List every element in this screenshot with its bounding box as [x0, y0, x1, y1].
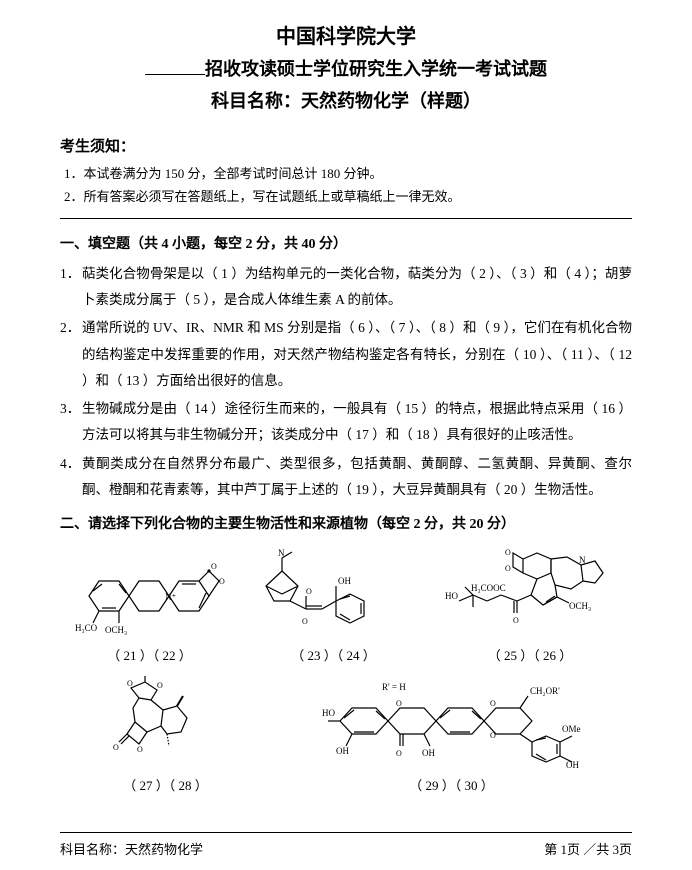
- svg-text:O: O: [302, 617, 308, 626]
- year-blank: [145, 74, 205, 75]
- svg-text:O: O: [490, 731, 496, 740]
- university-title: 中国科学院大学: [60, 20, 632, 49]
- page-footer: 科目名称：天然药物化学 第 1页 ／共 3页: [60, 832, 632, 858]
- doc-header: 中国科学院大学 招收攻读硕士学位研究生入学统一考试试题 科目名称：天然药物化学（…: [60, 20, 632, 113]
- figure-caption: （ 29 ）（ 30 ）: [322, 775, 582, 794]
- svg-text:CH₂OR': CH₂OR': [530, 686, 560, 696]
- figure-row-2: O O O O （ 27 ）（ 28 ） HO OH O: [60, 676, 632, 794]
- svg-text:O: O: [505, 548, 511, 557]
- svg-text:HO: HO: [322, 708, 335, 718]
- svg-text:O: O: [127, 679, 133, 688]
- figure-row-1: N⁺ O O H₃CO OCH₃ （ 21 ）（ 22 ） N O: [60, 541, 632, 664]
- question-body: 生物碱成分是由（ 14 ）途径衍生而来的，一般具有（ 15 ）的特点，根据此特点…: [82, 396, 632, 449]
- svg-text:O: O: [490, 699, 496, 708]
- svg-text:O: O: [505, 564, 511, 573]
- figure-caption: （ 23 ）（ 24 ）: [254, 645, 414, 664]
- figure-caption: （ 21 ）（ 22 ）: [75, 645, 225, 664]
- svg-text:O: O: [113, 743, 119, 752]
- question-item: 2． 通常所说的 UV、IR、NMR 和 MS 分别是指（ 6 ）、（ 7 ）、…: [60, 315, 632, 394]
- notice-list: 1．本试卷满分为 150 分，全部考试时间总计 180 分钟。 2．所有答案必须…: [60, 164, 632, 208]
- svg-text:R' = H: R' = H: [382, 682, 406, 692]
- svg-text:O: O: [219, 577, 225, 586]
- question-item: 1． 萜类化合物骨架是以（ 1 ）为结构单元的一类化合物，萜类分为（ 2 ）、（…: [60, 261, 632, 314]
- structure-29-30: HO OH O O OH O O CH₂OR' OMe OH R' = H: [322, 676, 582, 794]
- subject-title: 科目名称：天然药物化学（样题）: [60, 87, 632, 113]
- svg-text:O: O: [513, 616, 519, 625]
- figure-caption: （ 27 ）（ 28 ）: [111, 775, 221, 794]
- question-item: 4． 黄酮类成分在自然界分布最广、类型很多，包括黄酮、黄酮醇、二氢黄酮、异黄酮、…: [60, 451, 632, 504]
- section2-title: 二、请选择下列化合物的主要生物活性和来源植物（每空 2 分，共 20 分）: [60, 513, 632, 533]
- svg-text:H₃COOC: H₃COOC: [471, 583, 506, 593]
- question-number: 2．: [60, 315, 82, 394]
- footer-left: 科目名称：天然药物化学: [60, 839, 203, 858]
- svg-text:HO: HO: [445, 591, 458, 601]
- question-list: 1． 萜类化合物骨架是以（ 1 ）为结构单元的一类化合物，萜类分为（ 2 ）、（…: [60, 261, 632, 504]
- svg-text:O: O: [396, 749, 402, 758]
- question-number: 1．: [60, 261, 82, 314]
- notice-heading: 考生须知：: [60, 135, 632, 156]
- svg-text:OH: OH: [336, 746, 349, 756]
- notice-item: 2．所有答案必须写在答题纸上，写在试题纸上或草稿纸上一律无效。: [64, 187, 632, 208]
- svg-text:OH: OH: [338, 576, 351, 586]
- section1-title: 一、填空题（共 4 小题，每空 2 分，共 40 分）: [60, 233, 632, 253]
- svg-text:O: O: [157, 681, 163, 690]
- question-body: 萜类化合物骨架是以（ 1 ）为结构单元的一类化合物，萜类分为（ 2 ）、（ 3 …: [82, 261, 632, 314]
- svg-text:O: O: [306, 587, 312, 596]
- exam-title-line: 招收攻读硕士学位研究生入学统一考试试题: [60, 55, 632, 81]
- footer-right: 第 1页 ／共 3页: [544, 839, 632, 858]
- question-body: 黄酮类成分在自然界分布最广、类型很多，包括黄酮、黄酮醇、二氢黄酮、异黄酮、查尔酮…: [82, 451, 632, 504]
- svg-text:OCH₃: OCH₃: [105, 625, 127, 635]
- figure-caption: （ 25 ）（ 26 ）: [443, 645, 618, 664]
- question-number: 4．: [60, 451, 82, 504]
- structure-23-24: N O OH O （ 23 ）（ 24 ）: [254, 546, 414, 664]
- svg-text:H₃CO: H₃CO: [75, 623, 98, 633]
- notice-item: 1．本试卷满分为 150 分，全部考试时间总计 180 分钟。: [64, 164, 632, 185]
- divider: [60, 218, 632, 219]
- structure-27-28: O O O O （ 27 ）（ 28 ）: [111, 676, 221, 794]
- question-item: 3． 生物碱成分是由（ 14 ）途径衍生而来的，一般具有（ 15 ）的特点，根据…: [60, 396, 632, 449]
- svg-text:OCH₃: OCH₃: [569, 601, 591, 611]
- svg-text:OMe: OMe: [562, 724, 581, 734]
- svg-text:OH: OH: [422, 748, 435, 758]
- svg-text:O: O: [396, 699, 402, 708]
- question-number: 3．: [60, 396, 82, 449]
- structure-25-26: O O N OCH₃ O H₃COOC HO （ 25 ）（ 26 ）: [443, 541, 618, 664]
- structure-21-22: N⁺ O O H₃CO OCH₃ （ 21 ）（ 22 ）: [75, 551, 225, 664]
- svg-text:O: O: [211, 562, 217, 571]
- svg-text:O: O: [137, 745, 143, 754]
- svg-text:OH: OH: [566, 760, 579, 770]
- question-body: 通常所说的 UV、IR、NMR 和 MS 分别是指（ 6 ）、（ 7 ）、（ 8…: [82, 315, 632, 394]
- exam-title-text: 招收攻读硕士学位研究生入学统一考试试题: [205, 59, 547, 79]
